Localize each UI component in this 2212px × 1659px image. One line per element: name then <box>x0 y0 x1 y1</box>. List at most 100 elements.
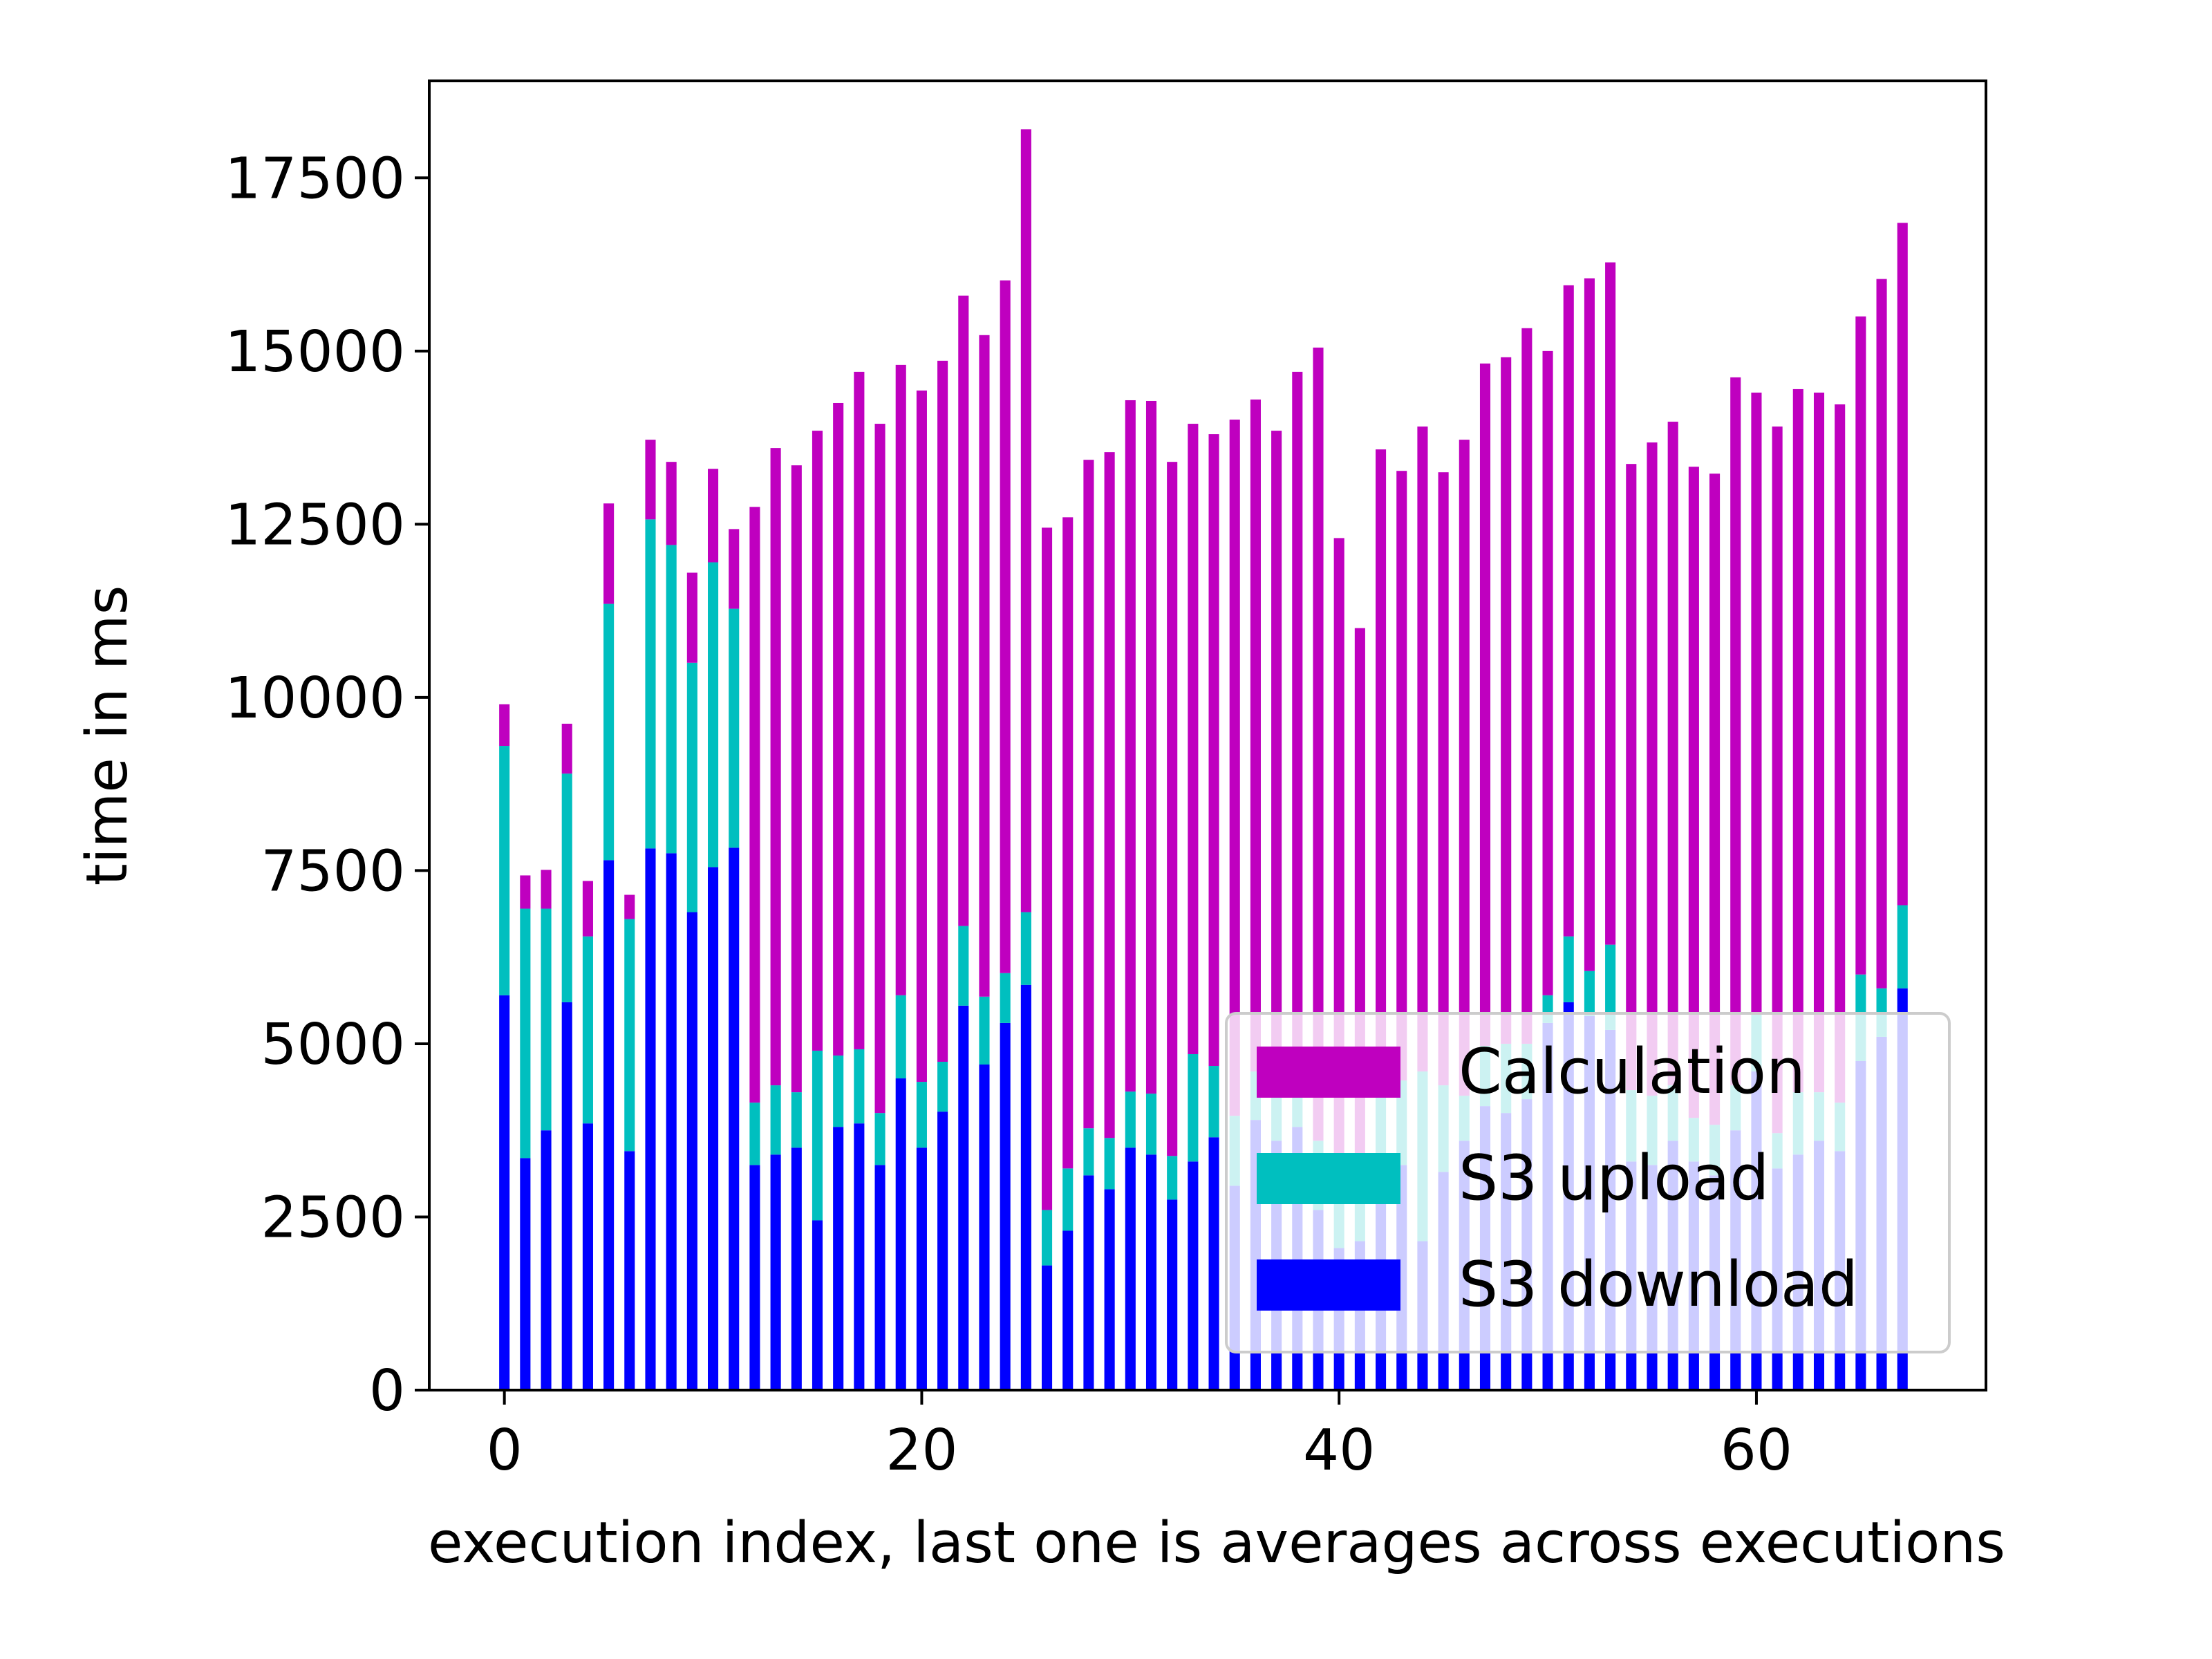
bar-segment-s3-download-9 <box>686 912 697 1390</box>
bar-segment-calculation-57 <box>1688 467 1699 1118</box>
bar-segment-calculation-63 <box>1813 392 1825 1093</box>
bar-segment-calculation-14 <box>791 465 802 1093</box>
bar-segment-s3-upload-29 <box>1104 1138 1115 1190</box>
bar-segment-calculation-50 <box>1542 350 1553 995</box>
bar-segment-s3-download-15 <box>812 1220 823 1390</box>
x-axis-label: execution index, last one is averages ac… <box>428 1510 2005 1576</box>
bar-segment-s3-download-17 <box>854 1123 865 1390</box>
bar-segment-calculation-5 <box>603 503 615 604</box>
bar-segment-s3-upload-52 <box>1584 971 1595 1016</box>
bar-segment-s3-download-32 <box>1167 1199 1178 1390</box>
bar-segment-s3-upload-9 <box>686 662 697 912</box>
bar-segment-s3-upload-26 <box>1042 1210 1053 1266</box>
bar-segment-calculation-59 <box>1730 377 1741 1086</box>
bar-segment-calculation-58 <box>1709 474 1721 1125</box>
bar-segment-calculation-67 <box>1897 223 1908 906</box>
bar-segment-s3-upload-67 <box>1897 905 1908 988</box>
bar-segment-calculation-39 <box>1313 347 1324 1141</box>
y-tick-label: 0 <box>369 1358 405 1424</box>
y-tick-label: 15000 <box>225 319 405 385</box>
x-axis: 0 20 40 60 <box>487 1390 1792 1483</box>
bar-segment-calculation-66 <box>1876 279 1887 988</box>
bar-segment-s3-upload-6 <box>624 919 635 1152</box>
bar-segment-calculation-3 <box>561 723 572 774</box>
bar-segment-s3-download-20 <box>916 1147 927 1390</box>
bar-segment-calculation-35 <box>1229 420 1240 1116</box>
bar-segment-calculation-43 <box>1396 471 1407 1081</box>
bar-segment-s3-upload-53 <box>1605 944 1616 1030</box>
bar-segment-s3-upload-12 <box>749 1103 760 1165</box>
bar-segment-calculation-49 <box>1521 328 1533 1044</box>
bar-segment-s3-upload-17 <box>854 1049 865 1124</box>
bar-segment-s3-download-10 <box>708 867 719 1390</box>
bar-segment-s3-download-24 <box>1000 1022 1011 1390</box>
x-tick-label: 60 <box>1721 1418 1792 1483</box>
legend-swatch-calculation <box>1257 1047 1400 1098</box>
y-tick-label: 10000 <box>225 666 405 731</box>
bar-segment-s3-upload-8 <box>666 545 677 854</box>
bar-segment-s3-download-19 <box>895 1078 906 1390</box>
x-tick-label: 20 <box>885 1418 957 1483</box>
bar-segment-calculation-1 <box>520 875 531 909</box>
bar-segment-s3-download-18 <box>874 1165 885 1390</box>
bar-segment-s3-download-23 <box>979 1065 990 1390</box>
bar-segment-s3-upload-51 <box>1563 936 1574 1002</box>
bar-segment-s3-upload-7 <box>645 519 656 849</box>
bar-segment-s3-upload-19 <box>895 995 906 1079</box>
bar-segment-calculation-19 <box>895 364 906 995</box>
bar-segment-s3-download-33 <box>1188 1161 1199 1390</box>
bar-segment-calculation-29 <box>1104 452 1115 1138</box>
bar-segment-calculation-17 <box>854 371 865 1049</box>
bar-segment-calculation-37 <box>1271 431 1282 1079</box>
bar-segment-s3-download-14 <box>791 1147 802 1390</box>
bar-segment-s3-upload-1 <box>520 908 531 1159</box>
bar-segment-s3-download-21 <box>937 1112 948 1390</box>
bar-segment-s3-download-30 <box>1125 1147 1136 1390</box>
bar-segment-s3-upload-21 <box>937 1062 948 1112</box>
bar-segment-s3-download-29 <box>1104 1189 1115 1390</box>
bar-segment-s3-download-0 <box>499 995 510 1390</box>
bar-segment-calculation-26 <box>1042 527 1053 1210</box>
bar-segment-calculation-20 <box>916 390 927 1082</box>
bar-segment-s3-download-7 <box>645 848 656 1390</box>
legend-label: S3 upload <box>1459 1142 1770 1215</box>
bar-segment-calculation-10 <box>708 469 719 563</box>
x-tick-label: 40 <box>1303 1418 1375 1483</box>
y-axis-label: time in ms <box>75 585 140 886</box>
bar-segment-s3-download-3 <box>561 1002 572 1390</box>
bar-segment-s3-download-34 <box>1208 1137 1219 1390</box>
bar-segment-calculation-53 <box>1605 262 1616 945</box>
bar-segment-calculation-32 <box>1167 462 1178 1156</box>
bar-segment-calculation-15 <box>812 431 823 1051</box>
bar-segment-calculation-52 <box>1584 278 1595 971</box>
bar-segment-calculation-51 <box>1563 285 1574 937</box>
y-tick-label: 5000 <box>261 1012 405 1078</box>
bar-segment-s3-upload-31 <box>1145 1094 1157 1155</box>
bar-segment-calculation-0 <box>499 704 510 747</box>
bar-segment-s3-download-26 <box>1042 1265 1053 1390</box>
legend-box <box>1225 1012 1951 1353</box>
bar-segment-s3-upload-10 <box>708 562 719 868</box>
bar-segment-s3-download-13 <box>770 1154 781 1390</box>
bar-segment-s3-upload-0 <box>499 746 510 995</box>
bar-segment-s3-download-28 <box>1083 1175 1094 1390</box>
bar-segment-calculation-62 <box>1792 388 1803 1093</box>
bar-segment-s3-upload-3 <box>561 774 572 1002</box>
bar-segment-calculation-33 <box>1188 424 1199 1054</box>
bar-segment-calculation-24 <box>1000 280 1011 973</box>
bar-segment-s3-download-11 <box>729 847 740 1390</box>
y-tick-label: 7500 <box>261 838 405 904</box>
plot-frame <box>428 79 1987 1391</box>
bar-segment-s3-download-1 <box>520 1158 531 1390</box>
bar-segment-s3-upload-25 <box>1020 912 1031 985</box>
bar-segment-s3-upload-30 <box>1125 1091 1136 1148</box>
bar-segment-s3-upload-34 <box>1208 1066 1219 1138</box>
bar-segment-s3-download-22 <box>958 1005 969 1390</box>
bar-segment-s3-download-27 <box>1062 1230 1074 1390</box>
bar-segment-s3-download-2 <box>541 1130 552 1390</box>
bar-segment-s3-upload-2 <box>541 908 552 1131</box>
bar-segment-calculation-47 <box>1479 363 1491 1046</box>
bar-segment-calculation-64 <box>1835 404 1846 1103</box>
bar-segment-calculation-45 <box>1438 472 1449 1086</box>
y-tick-label: 2500 <box>261 1185 405 1250</box>
